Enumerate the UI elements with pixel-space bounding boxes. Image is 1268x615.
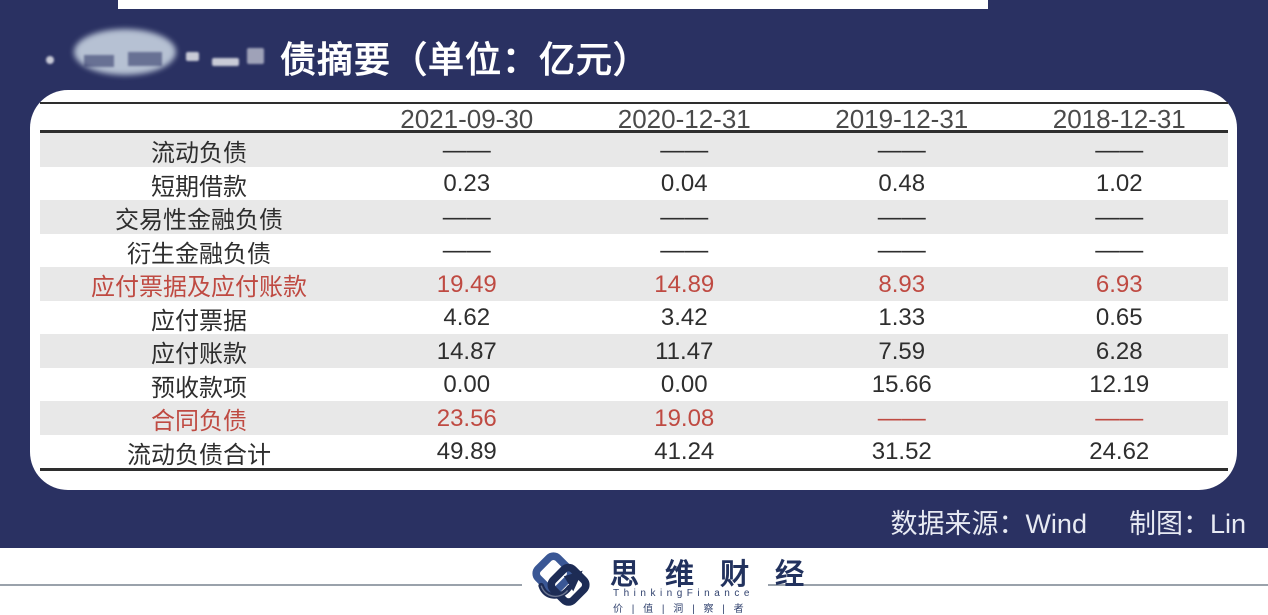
table-row: 流动负债 —— —— —— —— bbox=[40, 133, 1228, 167]
table-cell: 23.56 bbox=[436, 404, 497, 432]
table-cell: 1.02 bbox=[1095, 170, 1143, 197]
table-cell: —— bbox=[1095, 237, 1144, 264]
redaction-mark bbox=[84, 55, 114, 67]
table-row: 合同负债 23.56 19.08 —— —— bbox=[40, 401, 1228, 435]
row-label: 应付账款 bbox=[151, 341, 247, 368]
title-fragment bbox=[186, 52, 199, 61]
table-cell: —— bbox=[660, 237, 709, 264]
table-cell: —— bbox=[442, 203, 491, 231]
table-row: 应付票据 4.62 3.42 1.33 0.65 bbox=[40, 301, 1228, 335]
table-cell: 49.89 bbox=[436, 438, 497, 465]
footer-divider-right bbox=[768, 584, 1268, 586]
table-cell: 14.87 bbox=[436, 337, 497, 365]
table-cell: 24.62 bbox=[1089, 438, 1150, 465]
row-label: 流动负债合计 bbox=[127, 441, 271, 469]
table-cell: —— bbox=[660, 136, 709, 164]
column-header: 2020-12-31 bbox=[617, 104, 751, 134]
table-cell: 15.66 bbox=[871, 371, 932, 398]
row-label: 交易性金融负债 bbox=[115, 207, 283, 234]
row-label: 预收款项 bbox=[151, 374, 247, 402]
table-cell: 7.59 bbox=[878, 337, 926, 365]
table-cell: 0.65 bbox=[1095, 304, 1143, 331]
table-cell: 1.33 bbox=[878, 304, 926, 331]
table-cell: 19.08 bbox=[654, 404, 715, 432]
table-cell: —— bbox=[877, 203, 926, 231]
table-row: 交易性金融负债 —— —— —— —— bbox=[40, 200, 1228, 234]
column-header: 2021-09-30 bbox=[400, 104, 534, 134]
table-cell: 19.49 bbox=[436, 270, 497, 298]
row-label: 应付票据及应付账款 bbox=[91, 274, 307, 301]
table-cell: —— bbox=[877, 404, 926, 432]
row-label: 短期借款 bbox=[151, 173, 247, 201]
author-label: 制图：Lin bbox=[1128, 509, 1246, 539]
row-label: 应付票据 bbox=[151, 307, 247, 335]
table-cell: 3.42 bbox=[660, 304, 708, 331]
table-cell: 0.04 bbox=[660, 170, 708, 197]
table-cell: 12.19 bbox=[1089, 371, 1150, 398]
data-source-line: 数据来源：Wind 制图：Lin bbox=[890, 502, 1246, 541]
table-row: 短期借款 0.23 0.04 0.48 1.02 bbox=[40, 167, 1228, 201]
table-row: 应付账款 14.87 11.47 7.59 6.28 bbox=[40, 334, 1228, 368]
page-title: 债摘要（单位：亿元） bbox=[280, 39, 651, 80]
row-label: 衍生金融负债 bbox=[127, 240, 271, 268]
title-fragment bbox=[247, 48, 264, 64]
top-white-strip bbox=[118, 0, 988, 9]
title-fragment bbox=[212, 58, 239, 66]
logo-tagline: 价 | 值 | 洞 | 察 | 者 bbox=[613, 604, 747, 615]
table-cell: 0.00 bbox=[660, 371, 708, 398]
table-cell: 6.93 bbox=[1095, 270, 1143, 298]
table-cell: —— bbox=[442, 136, 491, 164]
table-header-row: 2021-09-30 2020-12-31 2019-12-31 2018-12… bbox=[40, 102, 1228, 134]
thinking-finance-logo-icon bbox=[532, 552, 590, 606]
column-header: 2018-12-31 bbox=[1052, 104, 1186, 134]
redaction-mark bbox=[128, 52, 162, 66]
row-label: 流动负债 bbox=[151, 140, 247, 167]
table-cell: —— bbox=[1095, 404, 1144, 432]
table-row: 应付票据及应付账款 19.49 14.89 8.93 6.93 bbox=[40, 267, 1228, 301]
table-cell: 0.00 bbox=[443, 371, 491, 398]
table-body: 流动负债 —— —— —— —— 短期借款 0.23 0.04 0.48 1.0… bbox=[40, 133, 1228, 471]
table-cell: 41.24 bbox=[654, 438, 715, 465]
table-cell: 31.52 bbox=[871, 438, 932, 465]
title-fragment bbox=[46, 56, 54, 64]
table-cell: 4.62 bbox=[443, 304, 491, 331]
liability-table: 2021-09-30 2020-12-31 2019-12-31 2018-12… bbox=[40, 102, 1228, 471]
table-cell: 14.89 bbox=[654, 270, 715, 298]
table-cell: —— bbox=[877, 136, 926, 164]
table-cell: —— bbox=[1095, 136, 1144, 164]
table-card: 2021-09-30 2020-12-31 2019-12-31 2018-12… bbox=[30, 90, 1237, 490]
column-header: 2019-12-31 bbox=[835, 104, 969, 134]
table-row: 衍生金融负债 —— —— —— —— bbox=[40, 234, 1228, 268]
logo-name-cn: 思 维 财 经 bbox=[610, 559, 814, 591]
table-cell: 6.28 bbox=[1095, 337, 1143, 365]
table-row: 预收款项 0.00 0.00 15.66 12.19 bbox=[40, 368, 1228, 402]
table-row: 流动负债合计 49.89 41.24 31.52 24.62 bbox=[40, 435, 1228, 469]
logo-name-en: ThinkingFinance bbox=[613, 588, 754, 599]
table-cell: —— bbox=[442, 237, 491, 264]
table-cell: 8.93 bbox=[878, 270, 926, 298]
table-cell: 0.48 bbox=[878, 170, 926, 197]
table-cell: —— bbox=[877, 237, 926, 264]
row-label: 合同负债 bbox=[151, 408, 247, 435]
source-label: 数据来源：Wind bbox=[890, 509, 1087, 539]
table-cell: —— bbox=[1095, 203, 1144, 231]
table-cell: 11.47 bbox=[655, 337, 714, 365]
footer-divider-left bbox=[0, 584, 522, 586]
table-cell: 0.23 bbox=[443, 170, 491, 197]
table-cell: —— bbox=[660, 203, 709, 231]
